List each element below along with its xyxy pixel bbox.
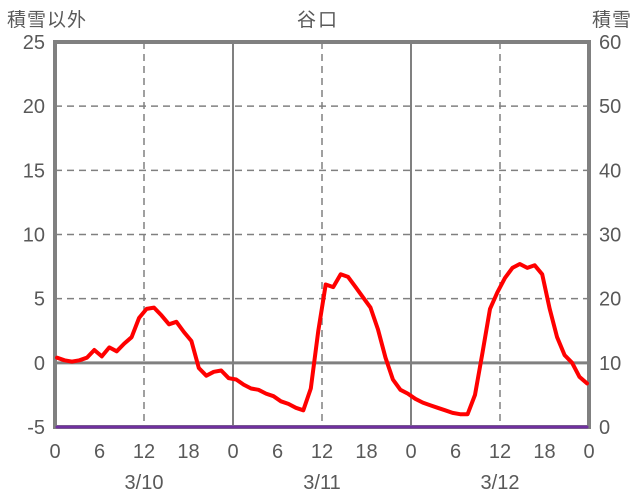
- x-axis-hour-label: 0: [227, 441, 238, 463]
- left-axis-tick-label: 5: [34, 289, 45, 311]
- left-axis-tick-label: 0: [34, 353, 45, 375]
- chart-title: 谷口: [296, 10, 339, 31]
- x-axis-hour-label: 18: [177, 441, 199, 463]
- right-axis-tick-label: 10: [599, 353, 621, 375]
- left-axis-tick-label: 15: [23, 160, 45, 182]
- x-axis-hour-label: 18: [355, 441, 377, 463]
- right-axis-tick-label: 40: [599, 160, 621, 182]
- right-axis-title: 積雪: [591, 10, 632, 31]
- right-axis-tick-label: 0: [599, 417, 610, 439]
- x-axis-hour-label: 12: [489, 441, 511, 463]
- left-axis-tick-label: 20: [23, 96, 45, 118]
- x-axis-hour-label: 12: [133, 441, 155, 463]
- left-axis-tick-label: 25: [23, 32, 45, 54]
- left-axis-title: 積雪以外: [7, 10, 88, 31]
- right-axis-tick-label: 20: [599, 289, 621, 311]
- x-axis-date-label: 3/11: [303, 472, 340, 494]
- x-axis-hour-label: 6: [272, 441, 283, 463]
- x-axis-hour-label: 0: [49, 441, 60, 463]
- right-axis-tick-label: 30: [599, 225, 621, 247]
- x-axis-hour-label: 12: [311, 441, 333, 463]
- x-axis-date-label: 3/12: [481, 472, 520, 494]
- left-axis-tick-label: 10: [23, 225, 45, 247]
- x-axis-hour-label: 0: [405, 441, 416, 463]
- x-axis-date-label: 3/10: [125, 472, 164, 494]
- x-axis-hour-label: 6: [450, 441, 461, 463]
- x-axis-hour-label: 6: [94, 441, 105, 463]
- series-red-line: [55, 262, 589, 417]
- left-axis-tick-label: -5: [27, 417, 45, 439]
- x-axis-hour-label: 0: [583, 441, 594, 463]
- right-axis-tick-label: 50: [599, 96, 621, 118]
- right-axis-tick-label: 60: [599, 32, 621, 54]
- x-axis-hour-label: 18: [533, 441, 555, 463]
